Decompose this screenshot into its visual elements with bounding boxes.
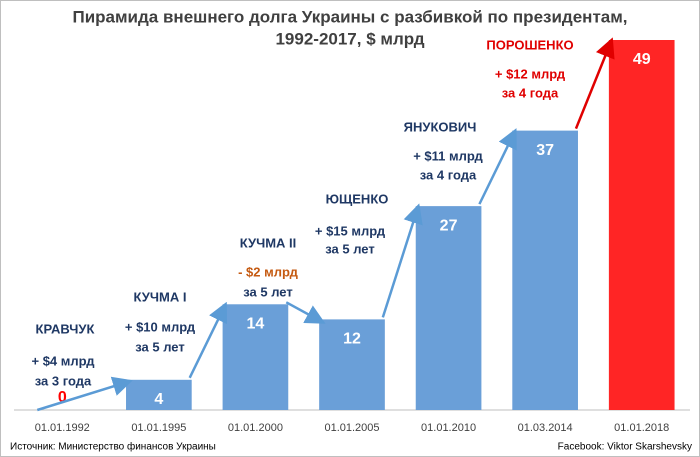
x-tick-label: 01.01.2005 bbox=[324, 422, 379, 434]
annotation: ЮЩЕНКО bbox=[326, 191, 389, 206]
x-tick-label: 01.01.2018 bbox=[614, 422, 669, 434]
annotation: за 5 лет bbox=[243, 284, 293, 299]
x-tick-label: 01.01.2000 bbox=[228, 422, 283, 434]
annotation: за 3 года bbox=[35, 373, 92, 388]
annotation: + $10 млрд bbox=[125, 319, 196, 334]
value-label: 27 bbox=[440, 217, 458, 234]
bar bbox=[608, 40, 675, 410]
annotation: за 4 года bbox=[502, 85, 559, 100]
trend-arrow bbox=[188, 301, 228, 379]
bar bbox=[415, 206, 482, 410]
annotation: за 5 лет bbox=[135, 339, 185, 354]
value-label: 37 bbox=[536, 142, 554, 159]
annotation: - $2 млрд bbox=[238, 264, 299, 279]
trend-arrow bbox=[285, 301, 326, 324]
x-tick-label: 01.01.2010 bbox=[421, 422, 476, 434]
x-tick-label: 01.03.2014 bbox=[518, 422, 573, 434]
x-tick-label: 01.01.1995 bbox=[131, 422, 186, 434]
annotation: + $11 млрд bbox=[413, 148, 483, 163]
credit: Facebook: Viktor Skarshevsky bbox=[558, 442, 692, 453]
chart-title: 1992-2017, $ млрд bbox=[275, 29, 424, 48]
annotation: + $12 млрд bbox=[495, 66, 566, 81]
value-label: 12 bbox=[343, 331, 361, 348]
value-label: 4 bbox=[154, 391, 163, 408]
bar bbox=[126, 379, 192, 410]
annotation: за 4 года bbox=[420, 167, 477, 182]
annotation: за 5 лет bbox=[325, 241, 375, 256]
annotation: КУЧМА I bbox=[134, 289, 187, 304]
bar bbox=[512, 130, 578, 410]
annotation: ЯНУКОВИЧ bbox=[404, 119, 477, 134]
annotation: ПОРОШЕНКО bbox=[486, 37, 573, 52]
value-label: 0 bbox=[58, 389, 67, 406]
trend-arrow bbox=[574, 37, 615, 130]
trend-arrow bbox=[381, 203, 423, 318]
trend-arrow bbox=[36, 376, 133, 412]
chart-title: Пирамида внешнего долга Украины с разбив… bbox=[72, 7, 627, 26]
annotation: + $15 млрд bbox=[315, 223, 386, 238]
annotation: КРАВЧУК bbox=[36, 321, 95, 336]
annotation: + $4 млрд bbox=[31, 353, 95, 368]
x-tick-label: 01.01.1992 bbox=[35, 422, 90, 434]
annotation: КУЧМА II bbox=[240, 235, 297, 250]
bar bbox=[222, 304, 289, 410]
source: Источник: Министерство финансов Украины bbox=[10, 441, 216, 453]
trend-arrow bbox=[478, 128, 517, 205]
value-label: 49 bbox=[633, 51, 651, 68]
value-label: 14 bbox=[247, 316, 265, 333]
bar bbox=[319, 319, 385, 410]
